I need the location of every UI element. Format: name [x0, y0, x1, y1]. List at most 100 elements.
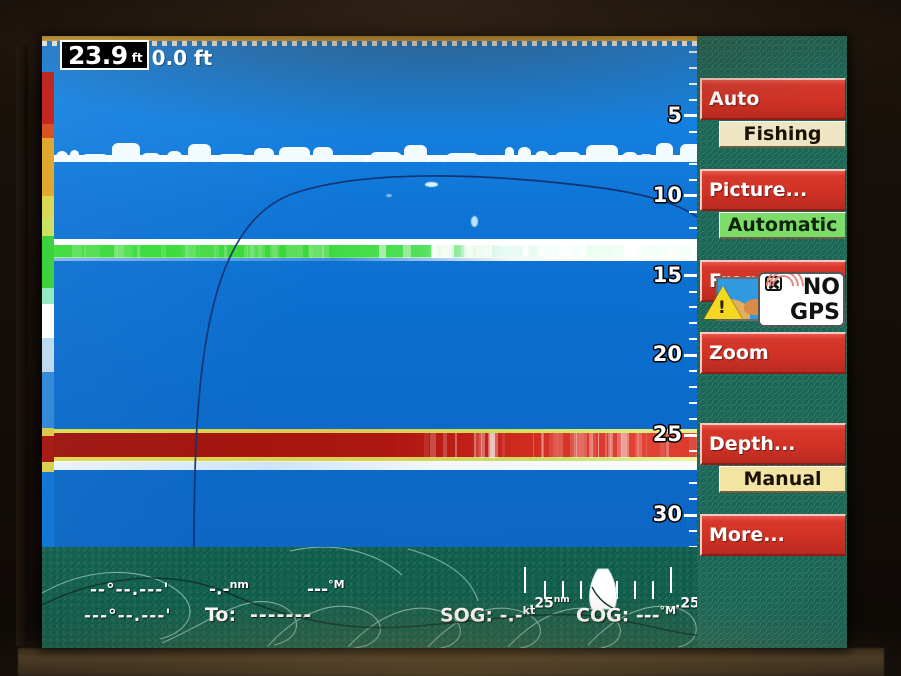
range-to-waypoint: -.-nm: [209, 578, 249, 600]
palette-segment: [42, 196, 54, 218]
depth-scale-label: 30: [652, 502, 682, 527]
menu-button-more[interactable]: More...: [700, 514, 846, 556]
range-value: -.-: [209, 579, 230, 600]
menu-button-depth-label: Depth...: [709, 433, 796, 455]
depth-scale-label: 15: [652, 262, 682, 287]
to-value: -------: [250, 604, 313, 626]
menu-button-zoom-label: Zoom: [709, 342, 769, 364]
menu-value-picture[interactable]: Automatic: [719, 212, 846, 239]
palette-segment: [42, 236, 54, 288]
depth-scale-label: 25: [652, 422, 682, 447]
depth-tick-minor: [689, 178, 697, 181]
longitude-readout: ---°--.---': [84, 606, 172, 626]
depth-tick-minor: [689, 130, 697, 133]
menu-button-picture[interactable]: Picture...: [700, 169, 846, 211]
palette-segment: [42, 304, 54, 338]
depth-tick-minor: [689, 242, 697, 245]
palette-segment: [42, 436, 54, 462]
depth-tick-minor: [689, 162, 697, 165]
palette-segment: [42, 138, 54, 196]
menu-value-depth[interactable]: Manual: [719, 466, 846, 493]
color-palette-strip: [42, 36, 54, 547]
depth-tick-minor: [689, 450, 697, 453]
depth-tick-minor: [689, 530, 697, 533]
bearing-value: ---: [307, 579, 329, 600]
depth-value: 23.9: [68, 40, 128, 70]
depth-tick-minor: [689, 386, 697, 389]
palette-segment: [42, 372, 54, 428]
range-scale-right: .25nm: [675, 595, 697, 612]
to-waypoint-value: -------: [250, 604, 312, 626]
depth-tick-minor: [689, 290, 697, 293]
bezel-left-edge: [16, 46, 28, 646]
depth-tick-minor: [689, 98, 697, 101]
latitude-value: --°--.---': [90, 580, 170, 600]
depth-tick-major: [684, 513, 697, 517]
no-gps-warning: ! NO GPS: [702, 272, 845, 327]
cog-readout: COG: ---°M: [576, 604, 676, 626]
range-unit: nm: [229, 578, 249, 591]
secondary-readout: 0.0 ft: [151, 46, 213, 70]
range-scale-left-unit: nm: [553, 595, 570, 605]
no-gps-line1: NO: [802, 275, 840, 300]
sonar-target: [386, 194, 392, 197]
softkey-menu-panel: Auto Fishing Picture... Automatic Freque…: [697, 36, 847, 648]
sonar-target: [425, 182, 438, 187]
depth-unit: ft: [131, 51, 143, 65]
bezel-bottom-edge: [18, 648, 884, 676]
depth-value-box: 23.9 ft: [60, 40, 149, 70]
menu-value-auto[interactable]: Fishing: [719, 121, 846, 148]
latitude-readout: --°--.---': [90, 580, 170, 600]
cog-unit: °M: [659, 604, 677, 617]
palette-segment: [42, 428, 54, 436]
depth-tick-minor: [689, 258, 697, 261]
depth-tick-major: [684, 274, 697, 278]
menu-button-depth[interactable]: Depth...: [700, 423, 846, 465]
depth-tick-minor: [689, 402, 697, 405]
menu-button-picture-label: Picture...: [709, 179, 808, 201]
warning-exclamation: !: [718, 298, 726, 318]
bearing-readout: ---°M: [307, 578, 345, 600]
palette-segment: [42, 72, 54, 124]
palette-segment: [42, 338, 54, 372]
depth-tick-minor: [689, 50, 697, 53]
sonar-target: [471, 216, 478, 227]
depth-tick-minor: [689, 306, 697, 309]
depth-readout: 23.9 ft 0.0 ft: [60, 40, 212, 70]
depth-tick-minor: [689, 146, 697, 149]
depth-tick-minor: [689, 370, 697, 373]
menu-button-auto[interactable]: Auto: [700, 78, 846, 120]
menu-value-auto-label: Fishing: [743, 123, 822, 145]
depth-tick-minor: [689, 322, 697, 325]
no-gps-text: NO GPS: [790, 275, 840, 325]
range-scale-right-value: .25: [675, 595, 697, 612]
sog-unit: kt: [522, 604, 536, 617]
depth-tick-minor: [689, 66, 697, 69]
menu-button-zoom[interactable]: Zoom: [700, 332, 846, 374]
sog-readout: SOG: -.-kt: [440, 604, 535, 626]
cog-value: ---: [635, 604, 660, 627]
depth-tick-major: [684, 114, 697, 118]
sonar-display[interactable]: 5 10 15 20 25 30: [42, 36, 697, 547]
depth-tick-major: [684, 433, 697, 437]
depth-scale-label: 5: [667, 102, 682, 127]
palette-segment: [42, 124, 54, 138]
sog-label: SOG:: [440, 604, 494, 627]
sonar-arc-trace: [193, 175, 697, 547]
to-waypoint-label: To:: [205, 604, 236, 626]
navigation-data-bar: .25nm .25nm --°--.---' ---°--.---' -.-nm…: [42, 547, 697, 648]
depth-tick-major: [684, 353, 697, 357]
bearing-unit: °M: [328, 578, 345, 591]
depth-tick-minor: [689, 338, 697, 341]
menu-button-more-label: More...: [709, 524, 785, 546]
menu-value-picture-label: Automatic: [727, 214, 838, 236]
depth-tick-minor: [689, 482, 697, 485]
sog-value: -.-: [499, 604, 523, 627]
palette-segment: [42, 288, 54, 304]
depth-tick-minor: [689, 82, 697, 85]
depth-scale-label: 10: [652, 182, 682, 207]
menu-button-auto-label: Auto: [709, 88, 760, 110]
depth-tick-minor: [689, 498, 697, 501]
depth-tick-minor: [689, 226, 697, 229]
